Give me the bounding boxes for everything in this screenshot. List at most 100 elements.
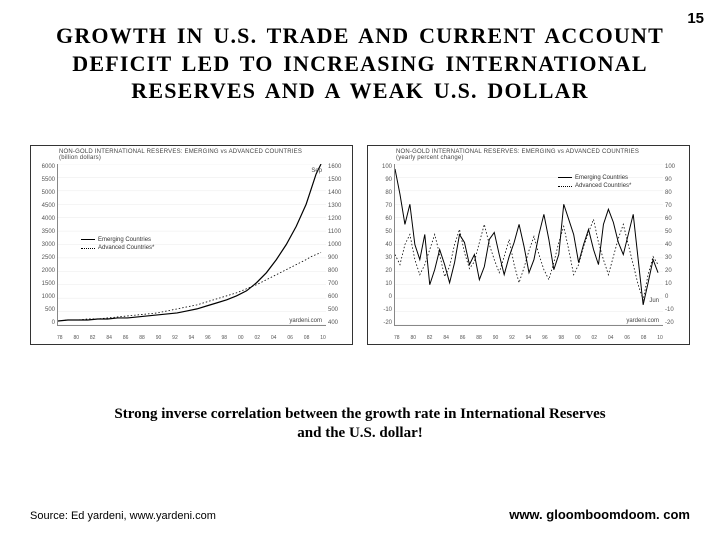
axis-tick: -20: [665, 320, 687, 326]
legend-label: Advanced Countries*: [575, 182, 631, 190]
legend-item: Advanced Countries*: [558, 182, 631, 190]
axis-tick: 0: [370, 294, 392, 300]
legend-line-icon: [81, 239, 95, 240]
chart-left-title: NON-GOLD INTERNATIONAL RESERVES: EMERGIN…: [59, 149, 302, 161]
chart-row: NON-GOLD INTERNATIONAL RESERVES: EMERGIN…: [30, 145, 690, 345]
axis-tick: 30: [665, 255, 687, 261]
axis-tick: 82: [90, 335, 96, 341]
axis-tick: 00: [575, 335, 581, 341]
axis-tick: 600: [328, 294, 350, 300]
axis-tick: 90: [493, 335, 499, 341]
axis-tick: 02: [591, 335, 597, 341]
chart-left-y-axis-left: 6000550050004500400035003000250020001500…: [33, 164, 55, 326]
axis-tick: 4000: [33, 216, 55, 222]
legend-line-icon: [558, 177, 572, 178]
legend-label: Advanced Countries*: [98, 244, 154, 252]
chart-left-y-axis-right: 1600150014001300120011001000900800700600…: [328, 164, 350, 326]
legend-line-icon: [558, 186, 572, 187]
axis-tick: 2500: [33, 255, 55, 261]
chart-left-subtitle: (billion dollars): [59, 155, 101, 161]
axis-tick: 90: [665, 177, 687, 183]
axis-tick: 06: [287, 335, 293, 341]
axis-tick: 1000: [328, 242, 350, 248]
caption-line-1: Strong inverse correlation between the g…: [114, 406, 605, 422]
axis-tick: 86: [123, 335, 129, 341]
slide: 15 GROWTH IN U.S. TRADE AND CURRENT ACCO…: [0, 0, 720, 540]
legend-label: Emerging Countries: [575, 174, 628, 182]
axis-tick: -20: [370, 320, 392, 326]
caption: Strong inverse correlation between the g…: [60, 405, 660, 444]
axis-tick: 1000: [33, 294, 55, 300]
chart-left-x-axis: 7880828486889092949698000204060810: [57, 335, 326, 341]
axis-tick: 100: [370, 164, 392, 170]
chart-right-subtitle: (yearly percent change): [396, 155, 464, 161]
chart-reserves-levels: NON-GOLD INTERNATIONAL RESERVES: EMERGIN…: [30, 145, 353, 345]
page-number: 15: [687, 10, 704, 27]
axis-tick: 84: [106, 335, 112, 341]
axis-tick: 50: [370, 229, 392, 235]
axis-tick: 5500: [33, 177, 55, 183]
chart-right-source-tag: yardeni.com: [626, 318, 659, 324]
chart-left-annot-sep: Sep: [311, 168, 322, 174]
axis-tick: 20: [665, 268, 687, 274]
axis-tick: 1300: [328, 203, 350, 209]
axis-tick: 900: [328, 255, 350, 261]
axis-tick: 04: [608, 335, 614, 341]
axis-tick: 3000: [33, 242, 55, 248]
axis-tick: 6000: [33, 164, 55, 170]
chart-right-y-axis-left: 1009080706050403020100-10-20: [370, 164, 392, 326]
axis-tick: 40: [370, 242, 392, 248]
axis-tick: 1400: [328, 190, 350, 196]
chart-right-x-axis: 7880828486889092949698000204060810: [394, 335, 663, 341]
axis-tick: 80: [410, 335, 416, 341]
axis-tick: 08: [304, 335, 310, 341]
axis-tick: 70: [665, 203, 687, 209]
axis-tick: 3500: [33, 229, 55, 235]
chart-right-annot-jun: Jun: [649, 298, 659, 304]
chart-right-legend: Emerging CountriesAdvanced Countries*: [558, 174, 631, 191]
axis-tick: 88: [139, 335, 145, 341]
axis-tick: 800: [328, 268, 350, 274]
axis-tick: 84: [443, 335, 449, 341]
legend-line-icon: [81, 248, 95, 249]
footer: Source: Ed yardeni, www.yardeni.com www.…: [30, 507, 690, 522]
axis-tick: 96: [205, 335, 211, 341]
axis-tick: 30: [370, 255, 392, 261]
axis-tick: 78: [394, 335, 400, 341]
axis-tick: 02: [254, 335, 260, 341]
axis-tick: 94: [189, 335, 195, 341]
axis-tick: 1100: [328, 229, 350, 235]
axis-tick: 100: [665, 164, 687, 170]
title-line-1: GROWTH IN U.S. TRADE AND CURRENT ACCOUNT: [56, 23, 664, 48]
axis-tick: 1500: [33, 281, 55, 287]
legend-item: Emerging Countries: [558, 174, 631, 182]
axis-tick: 96: [542, 335, 548, 341]
legend-item: Advanced Countries*: [81, 244, 154, 252]
axis-tick: 400: [328, 320, 350, 326]
axis-tick: 500: [33, 307, 55, 313]
axis-tick: 0: [665, 294, 687, 300]
axis-tick: 92: [172, 335, 178, 341]
axis-tick: 0: [33, 320, 55, 326]
axis-tick: 10: [657, 335, 663, 341]
axis-tick: 10: [665, 281, 687, 287]
axis-tick: 10: [370, 281, 392, 287]
axis-tick: 00: [238, 335, 244, 341]
axis-tick: 94: [526, 335, 532, 341]
axis-tick: 40: [665, 242, 687, 248]
chart-left-legend: Emerging CountriesAdvanced Countries*: [81, 236, 154, 253]
axis-tick: 50: [665, 229, 687, 235]
axis-tick: 5000: [33, 190, 55, 196]
axis-tick: 78: [57, 335, 63, 341]
slide-title: GROWTH IN U.S. TRADE AND CURRENT ACCOUNT…: [30, 22, 690, 105]
axis-tick: 20: [370, 268, 392, 274]
axis-tick: 86: [460, 335, 466, 341]
axis-tick: 98: [559, 335, 565, 341]
axis-tick: 60: [665, 216, 687, 222]
source-text: Source: Ed yardeni, www.yardeni.com: [30, 510, 216, 522]
axis-tick: 2000: [33, 268, 55, 274]
axis-tick: 08: [641, 335, 647, 341]
title-line-3: RESERVES AND A WEAK U.S. DOLLAR: [131, 78, 589, 103]
caption-line-2: and the U.S. dollar!: [297, 425, 422, 441]
axis-tick: 4500: [33, 203, 55, 209]
